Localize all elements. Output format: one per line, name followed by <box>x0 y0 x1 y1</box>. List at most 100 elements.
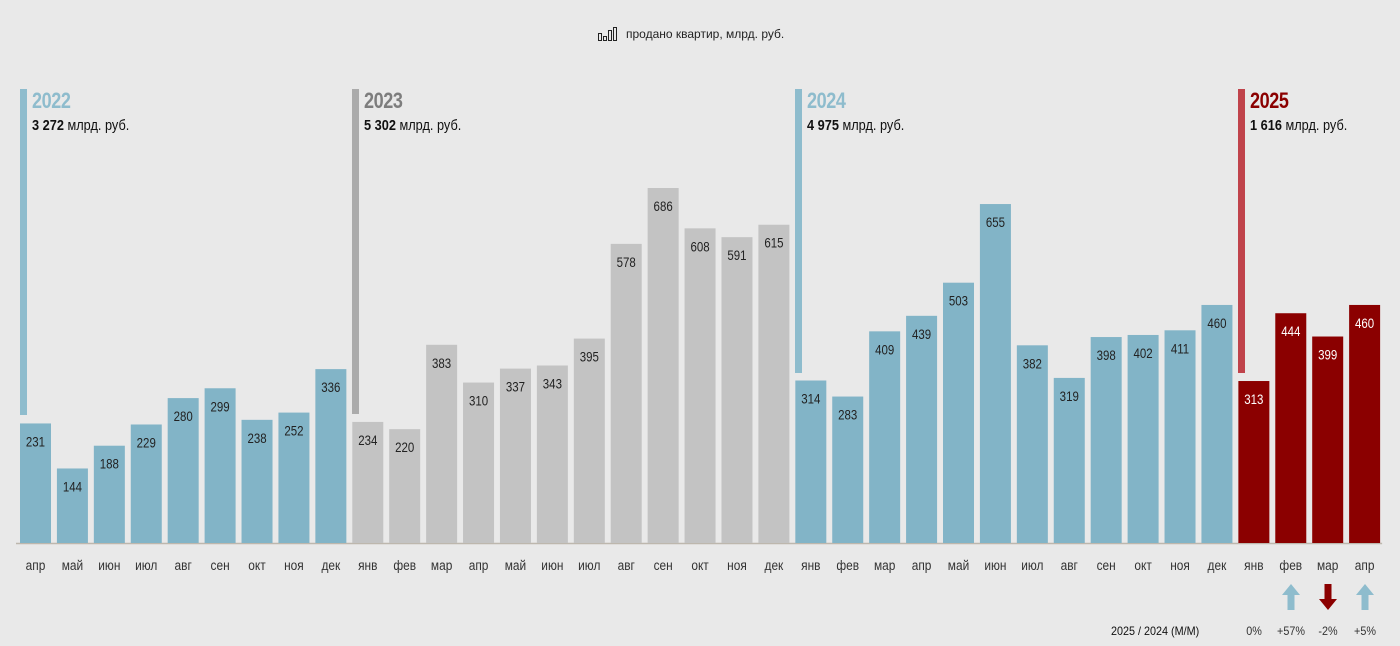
bar-value-label: 252 <box>284 422 303 438</box>
month-tick-label: май <box>62 557 83 573</box>
month-tick-label: дек <box>1208 557 1227 573</box>
bar-2022-июл <box>130 424 162 543</box>
bar-2023-июн <box>536 365 568 543</box>
month-tick-label: сен <box>211 557 230 573</box>
bar-value-label: 229 <box>137 434 156 450</box>
month-tick-label: авг <box>618 557 636 573</box>
bar-2022-окт <box>241 419 273 543</box>
year-total-value: 5 302 <box>364 117 397 134</box>
bar-2024-июл <box>1016 345 1048 543</box>
month-tick-label: мар <box>431 557 452 573</box>
bar-2023-ноя <box>721 237 753 543</box>
bar-value-label: 608 <box>690 238 709 254</box>
bar-value-label: 314 <box>801 390 820 406</box>
bar-2023-апр <box>463 382 495 543</box>
year-marker-2023 <box>352 89 360 414</box>
month-tick-label: апр <box>469 557 489 573</box>
bar-value-label: 283 <box>838 406 857 422</box>
month-tick-label: янв <box>1244 557 1263 573</box>
year-total: 5 302 млрд. руб. <box>364 117 462 134</box>
bar-2024-июн <box>979 204 1011 543</box>
legend: продано квартир, млрд. руб. <box>598 27 784 41</box>
month-tick-label: дек <box>765 557 784 573</box>
bar-2023-дек <box>758 224 790 544</box>
arrow-down-icon <box>1318 584 1337 610</box>
bar-2023-мар <box>426 344 458 543</box>
month-tick-label: фев <box>836 557 859 573</box>
month-tick-label: сен <box>1097 557 1116 573</box>
bar-value-label: 578 <box>617 254 636 270</box>
bar-value-label: 591 <box>727 247 746 263</box>
bar-value-label: 231 <box>26 433 45 449</box>
year-title: 2023 <box>364 88 403 113</box>
arrow-up-icon <box>1281 584 1300 610</box>
legend-label: продано квартир, млрд. руб. <box>626 27 785 41</box>
year-title: 2024 <box>807 88 846 113</box>
bar-value-label: 398 <box>1097 347 1116 363</box>
bar-value-label: 144 <box>63 478 82 494</box>
month-tick-label: фев <box>1279 557 1302 573</box>
month-tick-label: июл <box>135 557 157 573</box>
bar-2024-фев <box>832 396 864 543</box>
month-tick-label: сен <box>654 557 673 573</box>
month-tick-label: окт <box>1134 557 1151 573</box>
bar-value-label: 343 <box>543 375 562 391</box>
year-total: 1 616 млрд. руб. <box>1250 117 1348 134</box>
bar-value-label: 402 <box>1134 345 1153 361</box>
bar-2023-авг <box>610 243 642 543</box>
bar-value-label: 444 <box>1281 323 1300 339</box>
year-total-value: 1 616 <box>1250 117 1283 134</box>
bar-2024-авг <box>1053 377 1085 543</box>
bar-value-label: 409 <box>875 341 894 357</box>
month-tick-label: фев <box>393 557 416 573</box>
month-tick-label: ноя <box>284 557 304 573</box>
bar-value-label: 686 <box>654 198 673 214</box>
bar-2025-фев <box>1275 313 1307 543</box>
month-tick-label: июн <box>541 557 563 573</box>
bar-value-label: 220 <box>395 439 414 455</box>
month-tick-label: мар <box>1317 557 1338 573</box>
month-tick-label: дек <box>321 557 340 573</box>
month-tick-label: авг <box>175 557 193 573</box>
year-marker-2022 <box>20 89 27 416</box>
bar-2023-фев <box>389 429 421 543</box>
bar-value-label: 234 <box>358 432 377 448</box>
year-title: 2022 <box>32 88 71 113</box>
bar-value-label: 383 <box>432 355 451 371</box>
month-tick-label: окт <box>691 557 708 573</box>
bar-value-label: 399 <box>1318 346 1337 362</box>
year-total: 3 272 млрд. руб. <box>32 117 130 134</box>
comparison-value-янв: 0% <box>1246 624 1262 638</box>
bar-value-label: 238 <box>247 430 266 446</box>
month-tick-label: май <box>505 557 526 573</box>
bar-2023-окт <box>684 228 716 544</box>
month-tick-label: ноя <box>727 557 747 573</box>
bar-2022-май <box>56 468 88 543</box>
bar-2022-авг <box>167 398 199 543</box>
month-tick-label: окт <box>248 557 265 573</box>
bar-2025-янв <box>1238 381 1270 543</box>
year-marker-2025 <box>1238 89 1246 374</box>
comparison-value-апр: +5% <box>1353 624 1376 638</box>
bar-2022-июн <box>93 445 125 543</box>
bar-value-label: 313 <box>1244 391 1263 407</box>
bar-2024-май <box>943 282 974 543</box>
month-tick-label: авг <box>1061 557 1079 573</box>
bar-value-label: 382 <box>1023 355 1042 371</box>
bar-2024-дек <box>1201 304 1233 543</box>
comparison-label: 2025 / 2024 (М/М) <box>1111 624 1200 638</box>
bar-2023-июл <box>573 338 605 543</box>
bar-value-label: 615 <box>764 235 783 251</box>
year-total: 4 975 млрд. руб. <box>807 117 905 134</box>
comparison-value-фев: +57% <box>1276 624 1305 638</box>
month-tick-label: янв <box>801 557 820 573</box>
bar-value-label: 411 <box>1171 340 1189 356</box>
bar-value-label: 337 <box>506 378 525 394</box>
month-tick-label: апр <box>26 557 46 573</box>
month-tick-label: апр <box>912 557 932 573</box>
bar-2024-апр <box>906 315 938 543</box>
bar-2024-мар <box>869 331 901 543</box>
month-tick-label: июл <box>578 557 600 573</box>
month-tick-label: апр <box>1355 557 1375 573</box>
